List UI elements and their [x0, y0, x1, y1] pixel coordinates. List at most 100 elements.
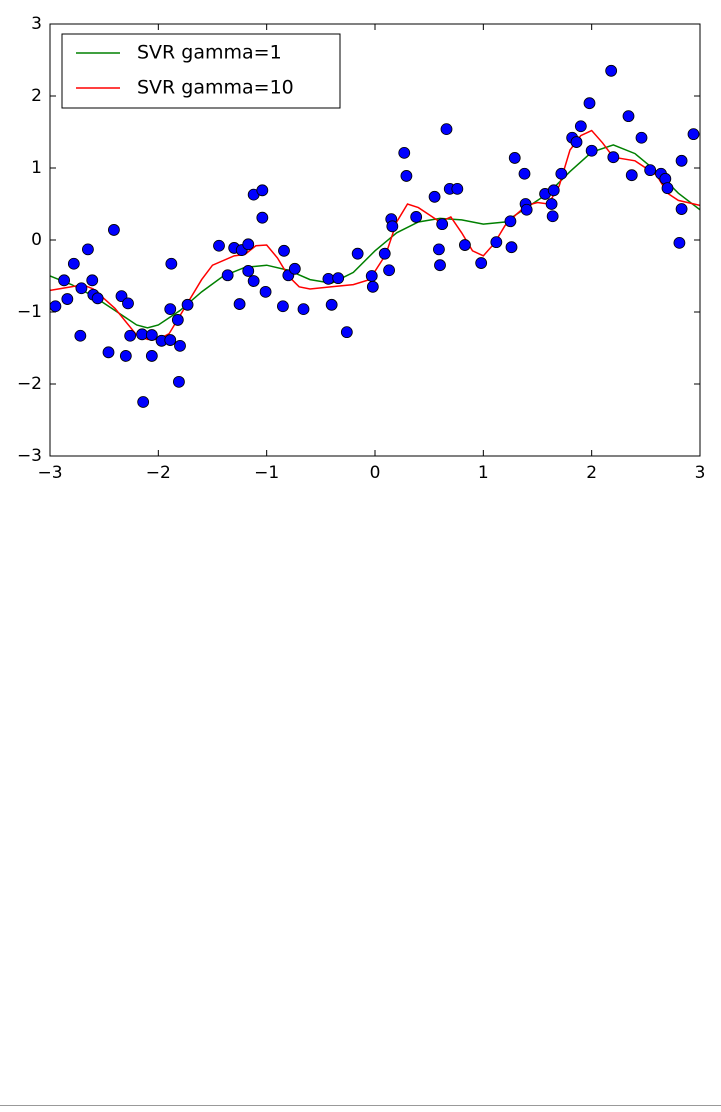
scatter-point	[164, 334, 177, 346]
scatter-point	[434, 259, 446, 272]
scatter-point	[505, 241, 518, 254]
series-line	[50, 129, 700, 341]
scatter-point	[428, 190, 441, 203]
scatter-point	[583, 97, 596, 110]
x-tick-label: 1	[478, 463, 489, 483]
scatter-point	[386, 220, 399, 233]
scatter-point	[661, 182, 674, 195]
scatter-point	[259, 285, 272, 298]
scatter-point	[555, 167, 568, 180]
x-tick-label: 0	[370, 463, 381, 483]
scatter-point	[398, 146, 411, 159]
scatter-point	[91, 292, 104, 305]
legend-box	[61, 33, 341, 109]
scatter-point	[122, 297, 134, 310]
scatter-point	[440, 123, 453, 136]
scatter-point	[322, 272, 335, 285]
scatter-point	[383, 264, 395, 277]
scatter-point	[242, 238, 255, 251]
scatter-point	[490, 236, 503, 249]
y-tick-label: 2	[31, 86, 42, 106]
scatter-point	[673, 236, 686, 249]
scatter-point	[213, 239, 225, 252]
scatter-point	[233, 298, 246, 310]
scatter-point	[288, 262, 301, 275]
scatter-point	[75, 282, 88, 295]
scatter-point	[278, 244, 290, 257]
scatter-point	[164, 303, 177, 316]
x-tick-label: −3	[37, 463, 62, 483]
scatter-point	[378, 247, 391, 260]
scatter-point	[687, 128, 700, 141]
scatter-point	[297, 303, 310, 316]
scatter-point	[436, 218, 449, 231]
scatter-point	[518, 167, 531, 180]
y-tick-label: 3	[31, 14, 42, 34]
scatter-point	[607, 151, 620, 164]
scatter-point	[242, 265, 255, 277]
scatter-point	[351, 247, 364, 260]
scatter-point	[174, 339, 186, 352]
y-tick-label: 0	[31, 230, 42, 250]
scatter-point	[459, 239, 471, 251]
legend-label: SVR gamma=10	[137, 77, 294, 99]
scatter-point	[165, 257, 178, 270]
scatter-point	[400, 170, 413, 182]
scatter-point	[675, 203, 688, 215]
scatter-point	[61, 293, 74, 305]
scatter-point	[181, 298, 194, 311]
scatter-point	[124, 329, 137, 342]
scatter-point	[585, 144, 598, 157]
scatter-point	[574, 120, 587, 133]
legend-label: SVR gamma=1	[137, 42, 282, 64]
scatter-point	[366, 280, 379, 293]
series-line	[50, 144, 700, 329]
scatter-point	[504, 215, 517, 228]
x-tick-label: −2	[146, 463, 171, 483]
scatter-point	[145, 350, 158, 362]
scatter-point	[332, 272, 345, 285]
scatter-point	[520, 203, 533, 216]
scatter-point	[622, 110, 635, 123]
scatter-point	[145, 329, 158, 341]
scatter-point	[644, 164, 657, 177]
scatter-point	[86, 274, 99, 287]
y-tick-label: 1	[31, 158, 42, 178]
scatter-point	[365, 270, 378, 282]
x-tick-label: −1	[254, 463, 279, 483]
scatter-point	[433, 243, 445, 256]
scatter-point	[508, 152, 521, 164]
scatter-point	[108, 224, 120, 236]
scatter-point	[635, 131, 648, 144]
scatter-point	[545, 198, 558, 210]
scatter-point	[675, 154, 688, 167]
scatter-point	[102, 346, 115, 359]
y-tick-label: −3	[17, 446, 42, 466]
scatter-point	[547, 184, 560, 197]
y-tick-label: −2	[17, 374, 42, 394]
scatter-point	[171, 314, 184, 326]
scatter-point	[605, 64, 618, 77]
scatter-point	[173, 375, 185, 388]
scatter-point	[49, 300, 62, 313]
scatter-point	[277, 300, 289, 313]
scatter-point	[325, 298, 338, 311]
scatter-point	[119, 350, 132, 362]
scatter-point	[625, 169, 638, 182]
scatter-point	[58, 274, 70, 287]
scatter-point	[340, 326, 353, 339]
x-tick-label: 2	[586, 463, 597, 483]
scatter-point	[570, 136, 583, 148]
scatter-point	[451, 182, 464, 195]
scatter-point	[136, 328, 148, 341]
y-tick-label: −1	[17, 302, 42, 322]
scatter-point	[410, 211, 423, 223]
scatter-point	[137, 396, 150, 408]
scatter-point	[475, 257, 488, 269]
scatter-point	[247, 275, 260, 287]
scatter-point	[256, 184, 269, 197]
scatter-point	[67, 257, 80, 270]
x-tick-label: 3	[695, 463, 706, 483]
